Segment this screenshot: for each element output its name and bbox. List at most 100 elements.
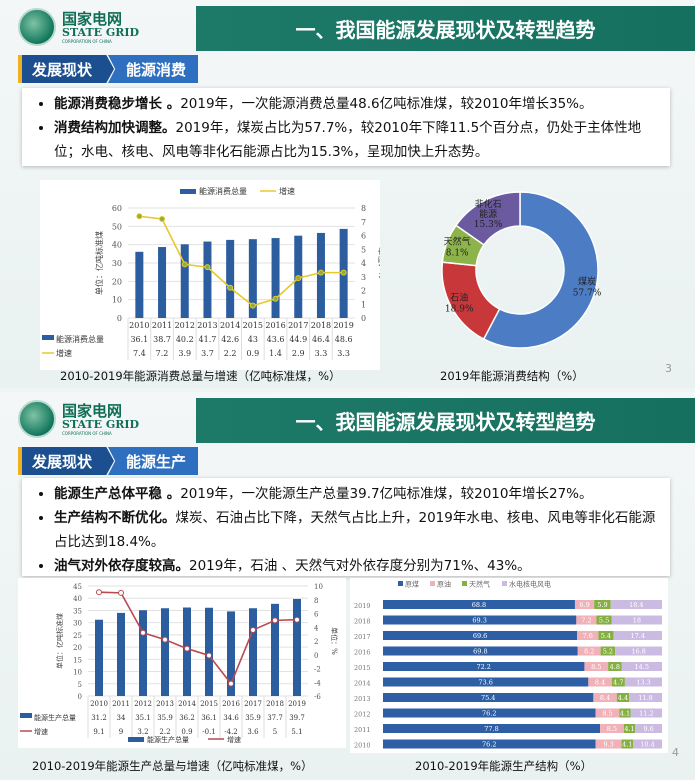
x-tick-label: 2011 xyxy=(112,700,130,708)
x-tick-label: 2012 xyxy=(134,700,152,708)
globe-icon xyxy=(18,400,56,438)
slice-label: 煤炭 xyxy=(578,276,596,288)
y-tick-label: 10 xyxy=(73,669,82,677)
y2-tick-label: 10 xyxy=(314,583,323,591)
segment-value: 13.3 xyxy=(636,679,650,687)
stacked-bar-segment xyxy=(635,724,662,733)
stacked-bar-segment xyxy=(610,600,662,609)
y-tick-label: 30 xyxy=(112,259,122,268)
segment-value: 72.2 xyxy=(476,663,490,671)
slice-value: 57.7% xyxy=(573,289,602,299)
slide-energy-consumption: 国家电网 STATE GRID CORPORATION OF CHINA 一、我国能… xyxy=(0,0,695,388)
x-tick-label: 2013 xyxy=(156,700,174,708)
table-value: 40.2 xyxy=(176,335,194,344)
segment-value: 8.2 xyxy=(584,648,594,656)
segment-value: 4.7 xyxy=(613,679,623,687)
logo-sub: CORPORATION OF CHINA xyxy=(62,38,112,44)
y-tick-label: 0 xyxy=(117,314,122,323)
state-grid-logo: 国家电网 STATE GRID CORPORATION OF CHINA xyxy=(18,400,139,438)
bar xyxy=(183,607,191,696)
stacked-bar-segment xyxy=(584,662,609,671)
table-value: 9.1 xyxy=(93,728,104,736)
segment-value: 11.8 xyxy=(638,694,652,702)
legend-bar-icon xyxy=(180,189,196,194)
production-structure-chart: 原煤 原油 天然气 水电核电风电 2019 68.8 6.9 5.9 18.4 2018 69.3 7… xyxy=(350,578,668,753)
x-tick-label: 2017 xyxy=(244,700,262,708)
slice-value: 18.9% xyxy=(445,305,474,315)
stacked-bar-segment xyxy=(624,677,662,687)
growth-point xyxy=(250,627,256,633)
slice-value: 15.3% xyxy=(474,220,503,230)
table-row-label: 增速 xyxy=(56,348,72,358)
bar xyxy=(293,598,301,696)
legend-label: 能源生产总量 xyxy=(147,735,189,744)
table-value: 48.6 xyxy=(335,335,353,344)
table-value: 41.7 xyxy=(199,335,217,344)
legend-label: 增速 xyxy=(279,186,295,196)
x-tick-label: 2010 xyxy=(129,321,149,330)
slide-title: 一、我国能源发展现状及转型趋势 xyxy=(196,6,695,51)
page-number: 4 xyxy=(672,746,679,759)
bar xyxy=(161,608,169,696)
bullet: 消费结构加快调整。2019年，煤炭占比为57.7%，较2010年下降11.5个百… xyxy=(54,116,660,164)
donut-slice xyxy=(482,191,599,349)
x-tick-label: 2019 xyxy=(333,321,353,330)
stacked-bar-segment xyxy=(600,724,624,733)
state-grid-logo: 国家电网 STATE GRID CORPORATION OF CHINA xyxy=(18,8,139,46)
x-tick-label: 2018 xyxy=(266,700,284,708)
stacked-bar-segment xyxy=(577,631,599,640)
y2-tick-label: 4 xyxy=(314,624,319,632)
donut-slice xyxy=(454,191,521,246)
y2-tick-label: -6 xyxy=(314,693,321,701)
legend-swatch xyxy=(430,581,435,586)
table-value: 7.2 xyxy=(156,349,169,358)
section-tag: 发展现状 能源消费 xyxy=(18,55,199,83)
stacked-bar-segment xyxy=(383,693,594,702)
legend-label: 水电核电风电 xyxy=(509,580,551,589)
bar xyxy=(227,611,235,696)
segment-value: 9.3 xyxy=(603,741,613,749)
bar xyxy=(271,603,279,696)
stacked-bar-segment xyxy=(608,662,622,671)
segment-value: 69.6 xyxy=(473,632,487,640)
y-tick-label: 2018 xyxy=(354,618,371,626)
bar xyxy=(95,619,103,696)
legend-label: 原油 xyxy=(437,580,451,589)
stacked-bar-segment xyxy=(616,693,630,702)
x-tick-label: 2015 xyxy=(200,700,218,708)
section-tag: 发展现状 能源生产 xyxy=(18,447,199,475)
stacked-bar-segment xyxy=(383,739,596,749)
y2-tick-label: 0 xyxy=(314,652,318,660)
bar xyxy=(203,241,212,318)
segment-value: 4.1 xyxy=(620,710,630,718)
stacked-bar-segment xyxy=(621,739,633,749)
table-value: 0.9 xyxy=(181,728,192,736)
growth-point xyxy=(140,629,146,636)
stacked-bar-segment xyxy=(595,708,620,718)
table-value: 3.9 xyxy=(178,349,191,358)
table-value: 35.9 xyxy=(157,714,173,722)
stacked-bar-segment xyxy=(588,677,612,687)
growth-point xyxy=(228,680,234,687)
segment-value: 4.1 xyxy=(622,741,632,749)
growth-point xyxy=(340,269,347,276)
bar xyxy=(271,238,280,318)
table-value: 43 xyxy=(248,335,258,344)
growth-point xyxy=(249,302,256,309)
x-tick-label: 2016 xyxy=(265,321,285,330)
segment-value: 11.2 xyxy=(639,710,653,718)
segment-value: 73.6 xyxy=(478,679,492,687)
table-value: 36.1 xyxy=(130,335,148,344)
y-tick-label: 2010 xyxy=(354,742,371,750)
stacked-bar-segment xyxy=(611,677,625,687)
segment-value: 4.1 xyxy=(624,725,634,733)
y2-tick-label: 3 xyxy=(361,273,366,282)
segment-value: 7.6 xyxy=(583,632,593,640)
y2-tick-label: 4 xyxy=(361,259,366,268)
bar xyxy=(135,251,144,318)
slide-energy-production: 国家电网 STATE GRID CORPORATION OF CHINA 一、我国能… xyxy=(0,392,695,780)
tag-topic: 能源消费 xyxy=(108,55,199,83)
stacked-bar-segment xyxy=(621,662,662,671)
bullet: 油气对外依存度较高。2019年，石油 、天然气对外依存度分别为71%、43%。 xyxy=(54,554,660,578)
